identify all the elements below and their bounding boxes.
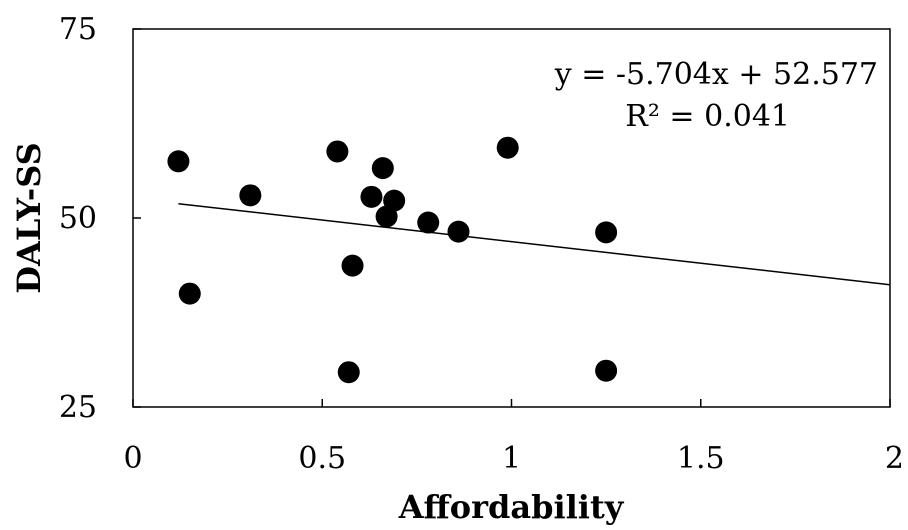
data-point xyxy=(341,254,364,277)
trendline xyxy=(178,202,891,286)
data-point xyxy=(595,221,618,244)
data-point xyxy=(360,185,383,208)
data-point xyxy=(167,150,190,173)
data-point xyxy=(383,189,406,212)
y-axis-title: DALY-SS xyxy=(10,142,48,293)
x-axis-title: Affordability xyxy=(398,488,625,526)
r-squared-label: R² = 0.041 xyxy=(625,99,790,134)
data-point xyxy=(447,220,470,243)
x-tick-label: 0.5 xyxy=(298,441,346,476)
data-point xyxy=(595,359,618,382)
data-point xyxy=(337,361,360,384)
x-tick-label: 2 xyxy=(885,441,904,476)
y-tick-label: 75 xyxy=(59,12,97,47)
x-tick-label: 0 xyxy=(123,441,142,476)
y-tick-label: 25 xyxy=(59,390,97,425)
x-axis-ticks: 0 0.5 1 1.5 2 xyxy=(123,399,904,476)
data-point xyxy=(178,282,201,305)
x-tick-label: 1.5 xyxy=(677,441,725,476)
data-point xyxy=(496,136,519,159)
y-axis-ticks: 25 50 75 xyxy=(59,12,141,425)
data-point xyxy=(239,184,262,207)
data-points xyxy=(167,136,618,384)
data-point xyxy=(417,211,440,234)
data-point xyxy=(371,157,394,180)
data-point xyxy=(326,140,349,163)
x-tick-label: 1 xyxy=(502,441,521,476)
y-tick-label: 50 xyxy=(59,201,97,236)
trendline-equation: y = -5.704x + 52.577 xyxy=(554,57,878,92)
